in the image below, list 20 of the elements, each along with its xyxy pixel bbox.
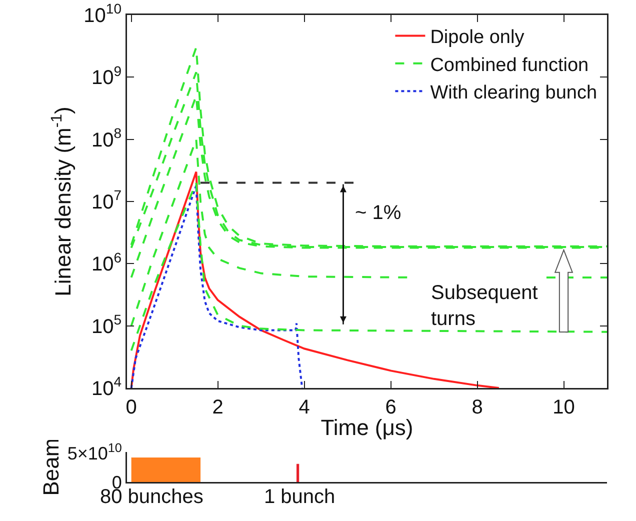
y-tick-label: 10$^{7}$ <box>91 187 122 214</box>
y-tick-label: 10$^{4}$ <box>91 374 122 400</box>
legend-label: With clearing bunch <box>430 82 598 104</box>
text: 1 bunch <box>264 486 336 508</box>
y-tick-label: 10$^{6}$ <box>91 249 122 276</box>
y-axis-title: Beam <box>38 438 64 496</box>
legend-label: Dipole only <box>430 27 525 48</box>
y-tick-label: 10$^{10}$ <box>84 0 122 27</box>
y-tick-label: 10$^{8}$ <box>91 124 122 152</box>
x-tick-label: 0 <box>126 396 137 418</box>
y-tick-label: 5×10$^{10}$ <box>67 440 122 464</box>
x-tick-label: 2 <box>212 396 224 418</box>
y-tick-label: 10$^{9}$ <box>91 62 122 90</box>
x-tick-label: 8 <box>472 396 483 418</box>
x-tick-label: 10 <box>552 396 575 418</box>
annotation: Subsequent turns <box>431 282 538 330</box>
legend-label: Combined function <box>430 54 589 76</box>
annotation: ~ 1% <box>355 202 402 224</box>
y-tick-label: 10$^{5}$ <box>91 311 122 338</box>
x-tick-label: 4 <box>298 396 310 418</box>
